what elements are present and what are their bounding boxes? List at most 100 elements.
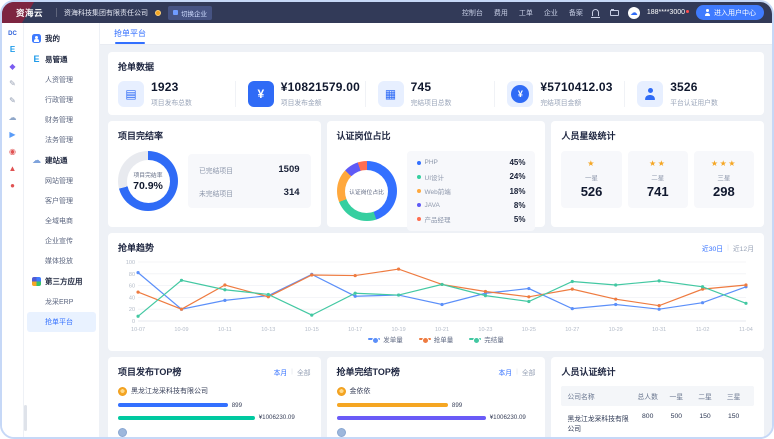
filter-link[interactable]: 近30日 (702, 243, 723, 253)
completion-title: 项目完结率 (118, 129, 311, 142)
sidebar-item-7[interactable]: 网站管理 (24, 171, 99, 191)
trend-title: 抢单趋势 (118, 241, 154, 254)
cloud-folder-icon[interactable]: ☁ (9, 114, 17, 122)
positions-legend-label: PHP (425, 159, 510, 166)
completion-donut-chart: 项目完结率 70.9% (118, 151, 178, 211)
rank-bar-value: 899 (232, 402, 242, 409)
user-center-button[interactable]: 进入用户中心 (696, 5, 764, 20)
sidebar-item-11[interactable]: 媒体投放 (24, 251, 99, 271)
stat-value: 745 (411, 81, 452, 94)
sidebar-item-label: 企业宣传 (45, 236, 73, 246)
sidebar-item-13[interactable]: 龙采ERP (24, 292, 99, 312)
tab-bar: 抢单平台 (100, 23, 772, 45)
top-publish-links: 本月|全部 (274, 367, 311, 377)
silver-medal-icon (118, 428, 127, 437)
sidebar-item-10[interactable]: 企业宣传 (24, 231, 99, 251)
tab-qiangdan-platform[interactable]: 抢单平台 (114, 28, 146, 44)
folder-icon[interactable] (610, 10, 619, 16)
stats-card: 抢单数据 1923项目发布总数¥10821579.00项目发布金额745完结项目… (108, 52, 764, 115)
rank-bar (118, 403, 228, 407)
design-pen-icon[interactable]: ✎ (9, 97, 16, 105)
rank-bar-value: 899 (452, 402, 462, 409)
cert-table-header-cell: 三星 (719, 391, 748, 401)
sidebar-item-label: 易管通 (45, 54, 68, 65)
sidebar-item-label: 第三方应用 (45, 276, 83, 287)
doc-icon (118, 81, 144, 107)
sidebar-item-8[interactable]: 客户管理 (24, 191, 99, 211)
sidebar-item-label: 行政管理 (45, 95, 73, 105)
media-play-icon[interactable]: ▶ (9, 131, 15, 139)
sidebar-item-3[interactable]: 行政管理 (24, 90, 99, 110)
filter-link[interactable]: 本月 (499, 367, 513, 377)
topbar-menu-item[interactable]: 费用 (494, 8, 508, 18)
avatar[interactable] (628, 7, 640, 19)
topbar-menu-item[interactable]: 工单 (519, 8, 533, 18)
cloud-avatar-icon (630, 9, 638, 17)
sidebar-item-1[interactable]: 易管通 (24, 49, 99, 70)
stat-text: ¥10821579.00项目发布金额 (281, 81, 360, 107)
sidebar-item-12[interactable]: 第三方应用 (24, 271, 99, 292)
topbar-menu-item[interactable]: 控制台 (462, 8, 483, 18)
cert-table-cell: 150 (691, 413, 720, 433)
yiguantong-logo-icon[interactable]: E (10, 46, 15, 54)
stat-item: 745完结项目总数 (365, 81, 495, 107)
star-value: 298 (696, 184, 752, 199)
filter-link[interactable]: 近12月 (733, 243, 754, 253)
bell-icon[interactable] (592, 9, 599, 16)
trend-legend-item[interactable]: 完结量 (469, 334, 504, 344)
sidebar-item-9[interactable]: 全域电商 (24, 211, 99, 231)
stars-grid: ★一星526★★二星741★★★三星298 (561, 151, 754, 208)
cert-table-cell: 黑龙江龙采科技有限公司 (567, 413, 633, 433)
positions-legend-value: 24% (509, 172, 525, 181)
sidebar-scrollbar[interactable] (24, 405, 27, 431)
stat-label: 完结项目金额 (540, 97, 612, 107)
top-item-bar-row: 899 (118, 402, 311, 409)
charts-row: 项目完结率 项目完结率 70.9% 已完结项目1509未完结项目314 (108, 121, 764, 227)
apps-cube-icon[interactable]: ◆ (9, 63, 15, 71)
cert-table-header-cell: 一星 (662, 391, 691, 401)
person-glyph (644, 88, 657, 101)
topbar-menu-item[interactable]: 备案 (569, 8, 583, 18)
bottom-row: 项目发布TOP榜 本月|全部 黑龙江龙采科技有限公司 899 ¥1006230.09… (108, 357, 764, 437)
top-finish-title: 抢单完结TOP榜 (337, 365, 400, 378)
star-icons: ★★★ (696, 160, 752, 168)
topbar-menu-item[interactable]: 企业 (544, 8, 558, 18)
cert-table-header-cell: 二星 (691, 391, 720, 401)
star-label: 三星 (696, 172, 752, 182)
sidebar-item-4[interactable]: 财务管理 (24, 110, 99, 130)
trend-legend-item[interactable]: 发单量 (368, 334, 403, 344)
logo[interactable]: 资海云 (2, 2, 49, 23)
top-publish-title: 项目发布TOP榜 (118, 365, 181, 378)
stat-value: 3526 (670, 81, 718, 94)
switch-company-button[interactable]: 切换企业 (168, 6, 212, 20)
stat-label: 平台认证用户数 (670, 97, 718, 107)
top-item-name: 黑龙江龙采科技有限公司 (131, 386, 208, 396)
sidebar-item-2[interactable]: 人资管理 (24, 70, 99, 90)
dc-logo-icon[interactable]: DC (8, 31, 17, 37)
phone-number[interactable]: 188****3000 (647, 9, 685, 16)
top-item-bar-row: ¥1006230.09 (118, 414, 311, 421)
filter-link[interactable]: 全部 (297, 367, 311, 377)
silver-medal-icon (337, 428, 346, 437)
star-label: 二星 (630, 172, 686, 182)
trend-legend-item[interactable]: 抢单量 (419, 334, 454, 344)
sidebar-item-5[interactable]: 法务管理 (24, 130, 99, 150)
filter-link[interactable]: 全部 (522, 367, 536, 377)
stat-value: 1923 (151, 81, 192, 94)
record-circle-icon[interactable]: ◉ (9, 148, 16, 156)
svg-text:10-17: 10-17 (348, 327, 362, 333)
dot-icon[interactable]: ● (10, 182, 15, 190)
grid-icon (32, 277, 41, 286)
mountain-icon[interactable]: ▲ (9, 165, 17, 173)
trend-legend: 发单量 抢单量 完结量 (118, 334, 754, 344)
sidebar-item-0[interactable]: 我的 (24, 28, 99, 49)
edit-pen-icon[interactable]: ✎ (9, 80, 16, 88)
main-area: 抢单平台 抢单数据 1923项目发布总数¥10821579.00项目发布金额74… (100, 23, 772, 437)
legend-dot-icon (417, 217, 421, 221)
sidebar-item-14[interactable]: 抢单平台 (27, 312, 96, 332)
svg-text:10-11: 10-11 (218, 327, 232, 333)
filter-link[interactable]: 本月 (274, 367, 288, 377)
positions-donut-chart: 认证岗位占比 (337, 161, 397, 221)
sidebar-item-6[interactable]: 建站通 (24, 150, 99, 171)
user-icon (637, 81, 663, 107)
